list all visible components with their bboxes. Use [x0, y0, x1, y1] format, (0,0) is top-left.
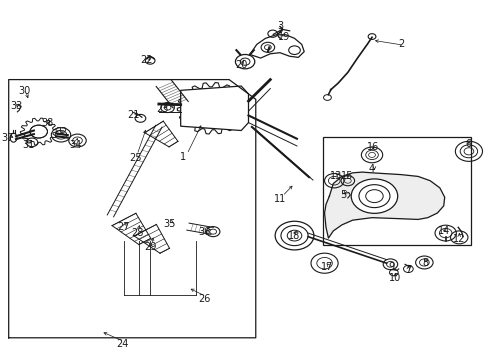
Text: 34: 34 — [69, 140, 81, 150]
Text: 18: 18 — [288, 231, 300, 240]
Text: 8: 8 — [422, 258, 427, 268]
Text: 3: 3 — [276, 21, 283, 31]
Text: 23: 23 — [156, 104, 168, 114]
Text: 1: 1 — [180, 152, 186, 162]
Text: 6: 6 — [465, 139, 471, 149]
Text: 7: 7 — [405, 265, 411, 275]
Text: 9: 9 — [387, 262, 394, 272]
Text: 5: 5 — [339, 190, 346, 200]
Text: 2: 2 — [397, 39, 404, 49]
Text: 38: 38 — [41, 118, 54, 128]
Text: 20: 20 — [235, 60, 247, 70]
Text: 15: 15 — [340, 171, 352, 181]
Text: 11: 11 — [273, 194, 285, 204]
Polygon shape — [180, 86, 248, 131]
Text: 28: 28 — [131, 228, 143, 238]
Polygon shape — [324, 172, 444, 238]
Text: 30: 30 — [18, 86, 30, 96]
Text: 33: 33 — [10, 102, 22, 112]
Text: 16: 16 — [366, 142, 378, 152]
Text: 36: 36 — [198, 227, 211, 237]
Text: 21: 21 — [127, 111, 140, 121]
Circle shape — [350, 179, 397, 213]
Text: 13: 13 — [329, 171, 341, 181]
Text: 17: 17 — [321, 262, 333, 272]
Text: 25: 25 — [129, 153, 142, 163]
Text: 4: 4 — [368, 164, 374, 174]
Text: 31: 31 — [22, 140, 34, 150]
Text: 22: 22 — [140, 55, 153, 65]
Text: 19: 19 — [277, 32, 289, 42]
Ellipse shape — [10, 133, 17, 142]
Text: 35: 35 — [163, 219, 175, 229]
Text: 32: 32 — [55, 127, 67, 136]
Text: 12: 12 — [452, 234, 465, 244]
Text: 29: 29 — [143, 242, 156, 252]
Text: 14: 14 — [437, 226, 449, 236]
Text: 27: 27 — [118, 222, 130, 232]
Text: 24: 24 — [116, 339, 128, 349]
Bar — [322, 137, 470, 245]
Text: 26: 26 — [198, 294, 211, 304]
Text: 37: 37 — [1, 133, 14, 143]
Text: 10: 10 — [388, 273, 401, 283]
